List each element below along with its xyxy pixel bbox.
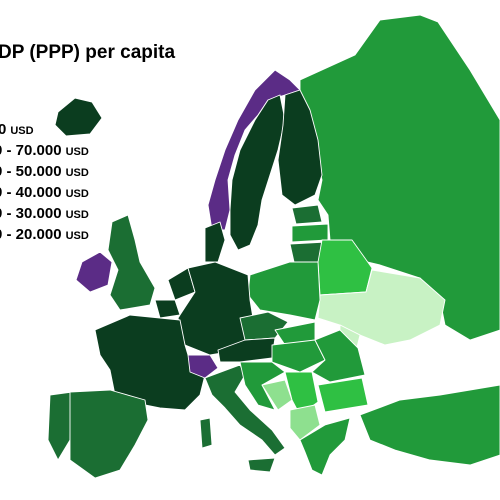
region-france	[94, 314, 206, 411]
legend-unit: USD	[65, 188, 89, 200]
legend: 0 USD 0 - 70.000 USD 0 - 50.000 USD 0 - 40.…	[0, 121, 95, 247]
region-ukraine	[317, 269, 446, 346]
legend-range: 0 - 70.000	[0, 142, 62, 159]
legend-range: 0 - 20.000	[0, 226, 62, 243]
region-denmark	[204, 221, 226, 263]
legend-range: 0 - 50.000	[0, 163, 62, 180]
legend-range: 0 - 30.000	[0, 205, 62, 222]
legend-item: 0 - 20.000 USD	[0, 226, 89, 247]
legend-item: 0 - 70.000 USD	[0, 142, 89, 163]
legend-item: 0 - 40.000 USD	[0, 184, 89, 205]
legend-unit: USD	[65, 146, 89, 158]
map-title: DP (PPP) per capita	[0, 42, 176, 63]
region-finland	[277, 89, 323, 206]
region-iceland	[54, 97, 103, 137]
legend-item: 0 - 30.000 USD	[0, 205, 89, 226]
region-spain	[69, 389, 149, 479]
region-portugal	[47, 391, 73, 461]
region-norway	[207, 69, 301, 231]
legend-item: 0 - 50.000 USD	[0, 163, 89, 184]
region-uk	[107, 214, 156, 311]
region-sweden	[229, 94, 286, 251]
region-latvia	[291, 223, 329, 243]
region-belgium	[154, 299, 181, 319]
legend-item: 0 USD	[0, 121, 93, 142]
region-ireland	[75, 251, 113, 293]
region-romania	[311, 329, 366, 383]
region-greece	[299, 417, 351, 476]
region-poland	[247, 261, 321, 321]
region-sicily	[247, 457, 276, 473]
legend-unit: USD	[10, 125, 34, 137]
region-hungary	[271, 339, 326, 373]
region-switzerland	[187, 354, 219, 379]
region-turkey	[359, 384, 500, 466]
legend-unit: USD	[65, 167, 89, 179]
legend-range: 0 - 40.000	[0, 184, 62, 201]
region-bulgaria	[317, 377, 369, 413]
legend-range: 0	[0, 121, 7, 138]
region-sardinia	[199, 417, 213, 449]
region-estonia	[291, 204, 323, 225]
legend-unit: USD	[65, 230, 89, 242]
region-albania-mk	[289, 404, 321, 441]
legend-unit: USD	[65, 209, 89, 221]
